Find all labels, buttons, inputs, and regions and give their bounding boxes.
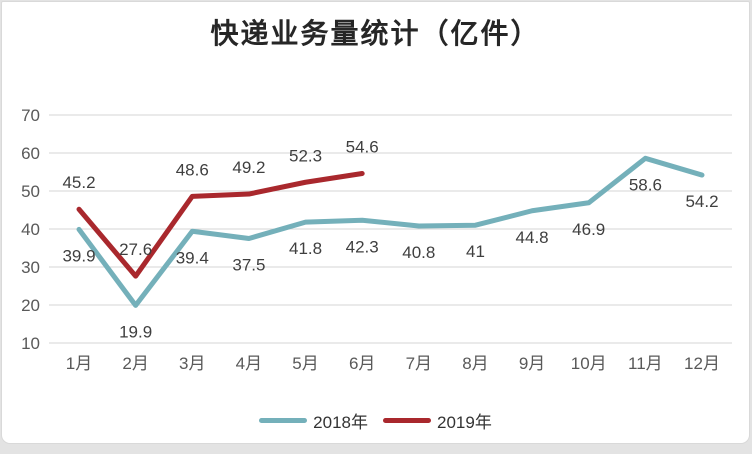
svg-text:60: 60 <box>21 144 40 163</box>
svg-text:12月: 12月 <box>684 354 720 373</box>
chart-title: 快递业务量统计（亿件） <box>210 17 541 50</box>
svg-text:20: 20 <box>21 296 40 315</box>
svg-text:1月: 1月 <box>66 354 92 373</box>
svg-text:45.2: 45.2 <box>62 173 95 192</box>
svg-text:19.9: 19.9 <box>119 322 152 341</box>
svg-text:10: 10 <box>21 334 40 353</box>
legend-item-2019: 2019年 <box>383 408 492 433</box>
legend-item-2018: 2018年 <box>259 408 368 433</box>
legend-label-2019: 2019年 <box>437 413 492 432</box>
svg-text:2月: 2月 <box>122 354 148 373</box>
svg-text:48.6: 48.6 <box>176 160 209 179</box>
svg-text:52.3: 52.3 <box>289 146 322 165</box>
svg-text:7月: 7月 <box>406 354 432 373</box>
svg-text:40.8: 40.8 <box>402 243 435 262</box>
svg-text:46.9: 46.9 <box>572 220 605 239</box>
svg-text:39.4: 39.4 <box>176 248 209 267</box>
svg-text:8月: 8月 <box>462 354 488 373</box>
svg-text:4月: 4月 <box>236 354 262 373</box>
svg-text:70: 70 <box>21 106 40 125</box>
svg-text:3月: 3月 <box>179 354 205 373</box>
svg-text:44.8: 44.8 <box>516 228 549 247</box>
svg-text:54.6: 54.6 <box>346 138 379 157</box>
legend: 2018年 2019年 <box>2 408 749 433</box>
legend-swatch-2019 <box>383 418 431 423</box>
svg-text:41: 41 <box>466 242 485 261</box>
svg-text:39.9: 39.9 <box>62 246 95 265</box>
svg-text:6月: 6月 <box>349 354 375 373</box>
svg-text:9月: 9月 <box>519 354 545 373</box>
svg-text:50: 50 <box>21 182 40 201</box>
svg-text:11月: 11月 <box>628 354 663 373</box>
svg-text:42.3: 42.3 <box>346 237 379 256</box>
legend-swatch-2018 <box>259 418 308 423</box>
svg-text:37.5: 37.5 <box>232 256 265 275</box>
chart-card: 快递业务量统计（亿件） 10 20 30 40 50 60 70 1月 2月 3月 4月 5月 6月 7月… <box>1 1 750 444</box>
svg-text:27.6: 27.6 <box>119 240 152 259</box>
svg-text:40: 40 <box>21 220 40 239</box>
svg-text:58.6: 58.6 <box>629 175 662 194</box>
svg-text:41.8: 41.8 <box>289 239 322 258</box>
legend-label-2018: 2018年 <box>313 413 368 432</box>
svg-text:30: 30 <box>21 258 40 277</box>
svg-text:49.2: 49.2 <box>232 158 265 177</box>
svg-text:54.2: 54.2 <box>685 192 718 211</box>
svg-text:10月: 10月 <box>571 354 607 373</box>
svg-text:5月: 5月 <box>292 354 318 373</box>
